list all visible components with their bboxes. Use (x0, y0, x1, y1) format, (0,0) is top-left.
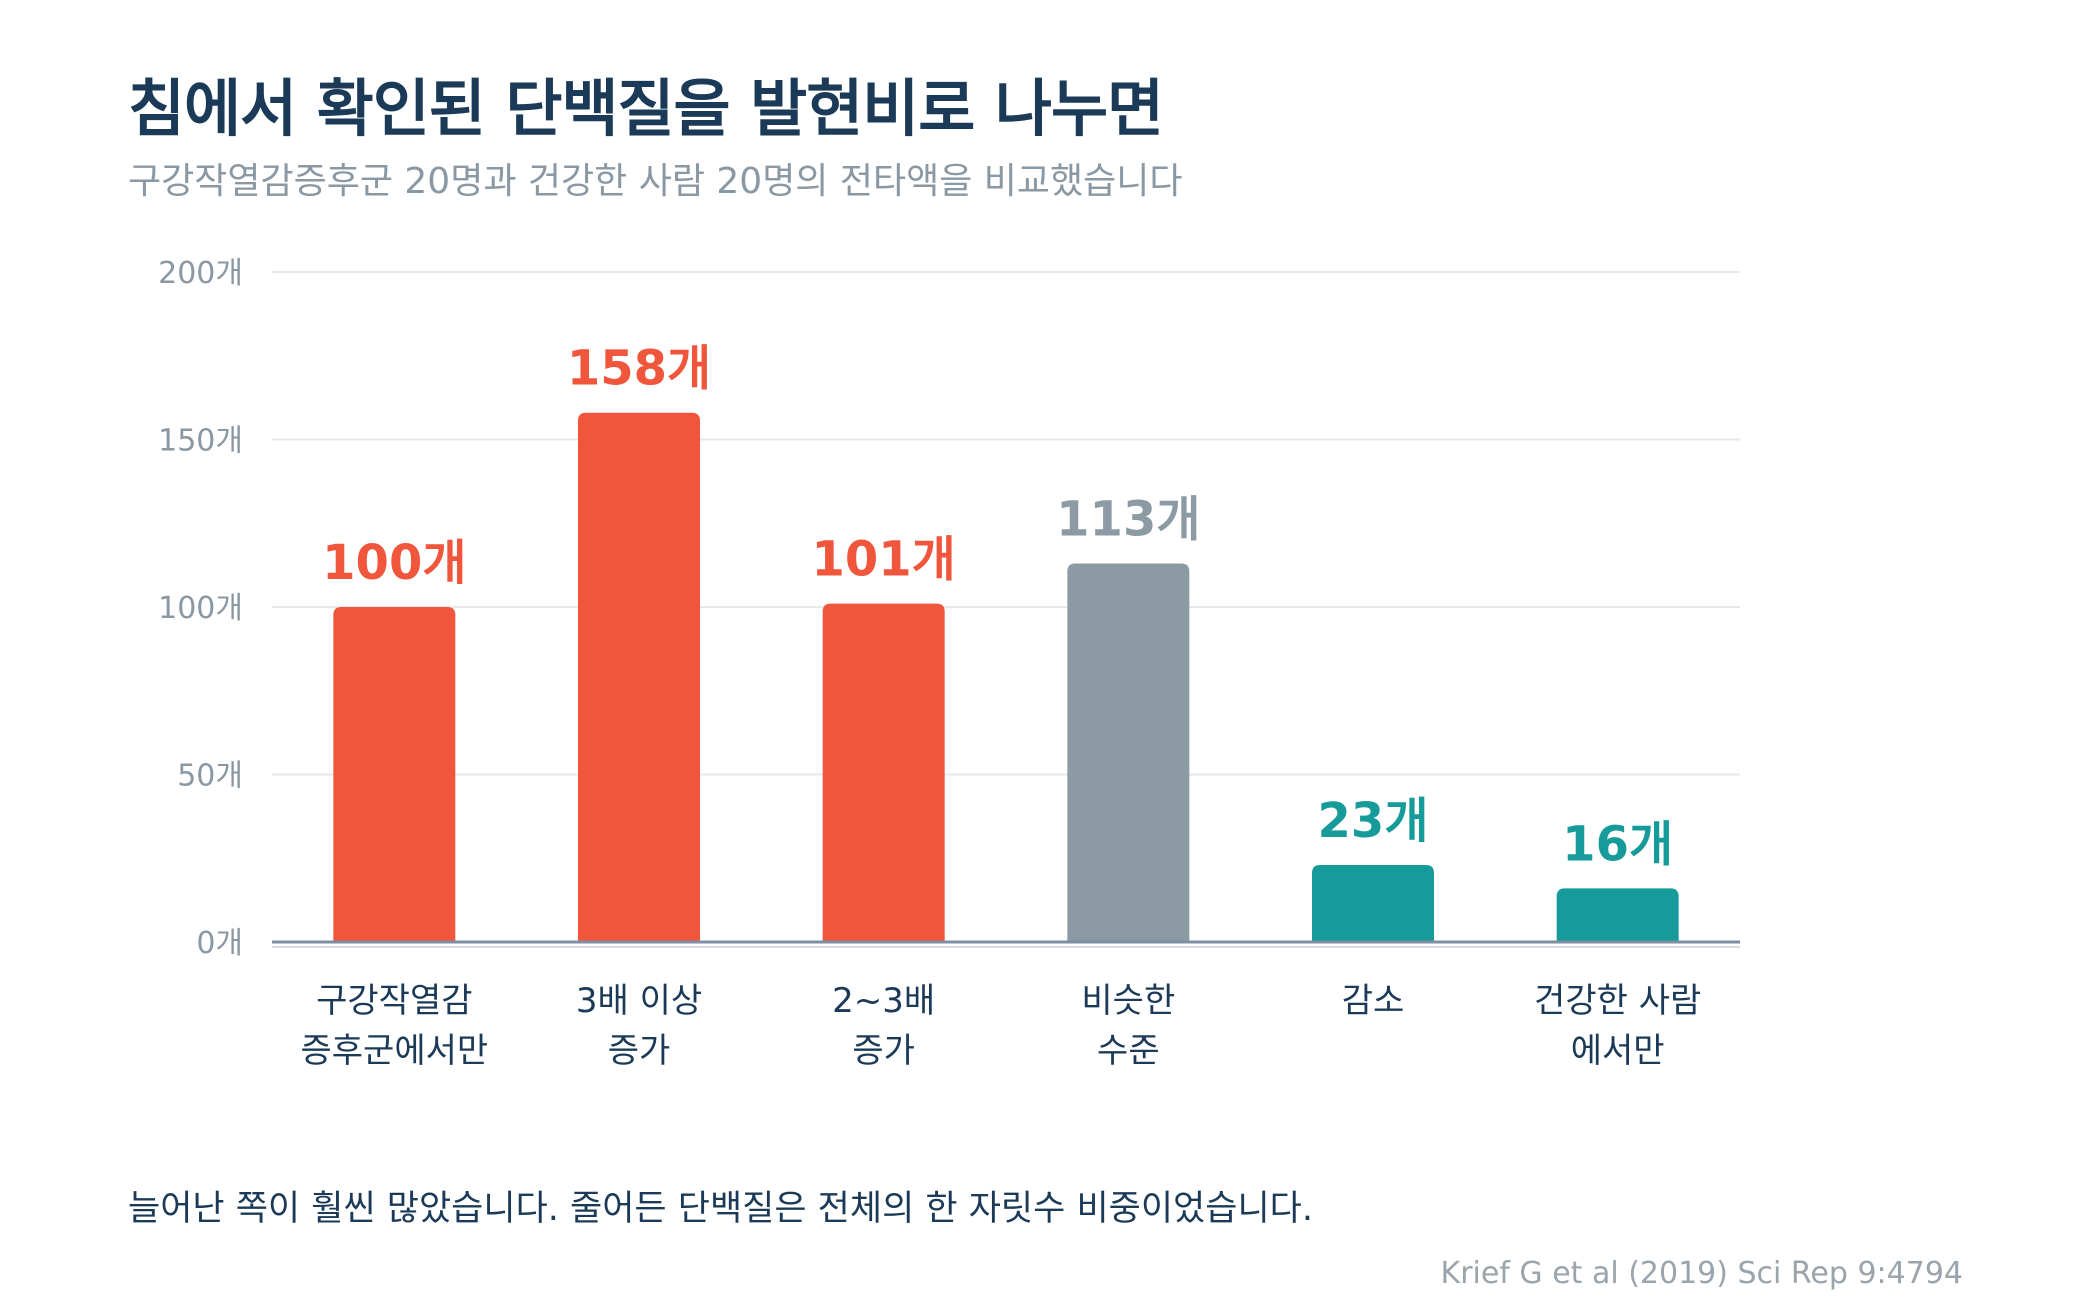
y-axis-ticks: 0개 50개 100개 150개 200개 (158, 256, 243, 961)
bars (333, 412, 1679, 942)
bar-value-label: 23개 (1318, 793, 1429, 849)
y-tick-label: 100개 (158, 591, 243, 626)
x-category-label: 증가 (608, 1031, 671, 1071)
y-tick-label: 50개 (177, 759, 243, 794)
y-tick-label: 200개 (158, 256, 243, 291)
data-labels: 100개 158개 101개 113개 23개 16개 (322, 341, 1673, 873)
bar (333, 607, 456, 942)
bar (1556, 888, 1679, 942)
gridlines (272, 271, 1740, 776)
x-axis (272, 940, 1740, 948)
x-category-label: 감소 (1342, 981, 1405, 1021)
bar-value-label: 158개 (567, 341, 711, 397)
chart-subtitle: 구강작열감증후군 20명과 건강한 사람 20명의 전타액을 비교했습니다 (128, 161, 1183, 202)
x-category-label: 증후군에서만 (300, 1031, 488, 1071)
y-tick-label: 0개 (196, 926, 243, 961)
bar-value-label: 16개 (1562, 816, 1673, 872)
chart-title: 침에서 확인된 단백질을 발현비로 나누면 (128, 72, 1164, 145)
x-category-label: 2~3배 (832, 981, 935, 1021)
bar (578, 412, 700, 942)
x-category-label: 3배 이상 (576, 981, 702, 1021)
bar-value-label: 100개 (322, 535, 466, 591)
bar (1312, 864, 1434, 942)
x-category-label: 증가 (852, 1031, 915, 1071)
x-category-label: 건강한 사람 (1534, 981, 1701, 1021)
footnote: 늘어난 쪽이 훨씬 많았습니다. 줄어든 단백질은 전체의 한 자릿수 비중이었… (128, 1189, 1313, 1229)
bar (1067, 563, 1190, 942)
bar (822, 603, 945, 942)
x-category-label: 수준 (1097, 1031, 1160, 1071)
y-tick-label: 150개 (158, 424, 243, 459)
bar-value-label: 113개 (1056, 491, 1200, 547)
x-category-label: 에서만 (1571, 1031, 1665, 1071)
x-category-label: 비슷한 (1081, 981, 1175, 1021)
source-citation: Krief G et al (2019) Sci Rep 9:4794 (1440, 1256, 1963, 1291)
bar-value-label: 101개 (811, 532, 955, 588)
x-category-label: 구강작열감 (316, 981, 472, 1021)
